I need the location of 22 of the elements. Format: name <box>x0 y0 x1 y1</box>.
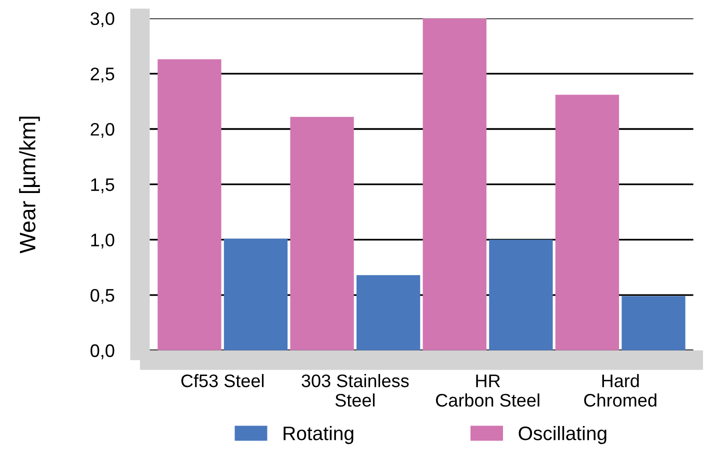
bar <box>290 116 354 350</box>
y-tick-label: 1,5 <box>91 178 114 194</box>
bar <box>622 296 686 350</box>
x-tick-label: Cf53 Steel <box>181 374 264 388</box>
y-tick-label: 1,0 <box>91 234 114 249</box>
y-tick-label: 3,0 <box>90 12 114 28</box>
y-tick-label: 2,0 <box>90 122 114 138</box>
bar <box>422 18 486 350</box>
x-tick-label: 303 Stainless Steel <box>302 374 409 407</box>
y-axis-title: Wear [µm/km] <box>19 116 40 254</box>
legend-label: Rotating <box>284 426 354 444</box>
x-tick-label: HR Carbon Steel <box>436 374 540 407</box>
bar <box>489 240 553 350</box>
y-tick-label: 2,5 <box>90 68 114 83</box>
bar <box>555 94 620 350</box>
bar <box>356 275 420 350</box>
bar <box>158 59 222 350</box>
bar <box>224 238 288 350</box>
y-tick-label: 0,5 <box>90 288 114 304</box>
legend-label: Oscillating <box>518 426 606 444</box>
y-tick-label: 0,0 <box>90 344 114 360</box>
x-tick-label: Hard Chromed <box>584 374 656 407</box>
